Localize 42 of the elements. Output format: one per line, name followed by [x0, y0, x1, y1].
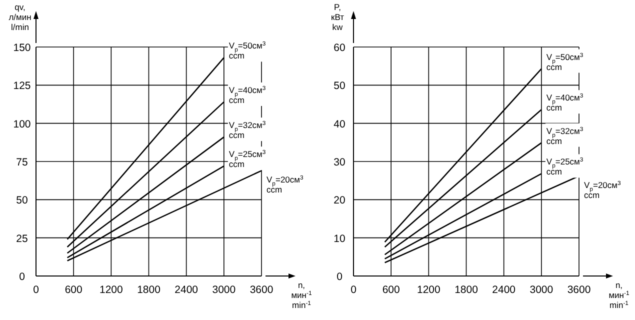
x-tick-label: 0: [350, 284, 357, 296]
y-tick-label: 125: [13, 80, 31, 92]
text: V$_{p}$=25см$^{3}$ ccm: [546, 156, 584, 177]
y-tick-label: 60: [334, 42, 346, 54]
x-tick-label: 2400: [492, 284, 516, 296]
y-tick-label: 25: [16, 232, 28, 245]
y-tick-label: 0: [19, 271, 26, 283]
x-tick-label: 3600: [250, 284, 274, 296]
text: V$_{p}$=25см$^{3}$ ccm: [228, 149, 266, 170]
text: V$_{p}$=50см$^{3}$ ccm: [546, 52, 584, 72]
y-tick-label: 100: [13, 118, 31, 130]
x-tick-label: 1200: [416, 284, 441, 296]
x-tick-label: 600: [382, 284, 400, 296]
y-tick-label: 50: [334, 80, 346, 92]
y-tick-label: 10: [334, 232, 346, 245]
x-tick-label: 0: [33, 284, 40, 296]
y-tick-label: 20: [334, 194, 346, 207]
x-axis-title: n, мин$^{-1}$ min$^{-1}$: [291, 280, 312, 310]
x-tick-label: 3000: [212, 284, 236, 296]
x-tick-label: 1800: [454, 284, 478, 296]
x-tick-label: 3600: [567, 284, 591, 296]
y-axis-title: P, кВт kw: [331, 2, 344, 32]
x-tick-label: 1800: [137, 284, 161, 296]
x-tick-label: 3000: [530, 284, 554, 296]
text: V$_{p}$=20см$^{3}$ ccm: [584, 180, 621, 200]
text: V$_{p}$=32см$^{3}$ ccm: [228, 120, 266, 140]
y-tick-label: 0: [336, 271, 343, 283]
y-tick-label: 40: [334, 118, 346, 130]
y-tick-label: 50: [16, 194, 28, 207]
text: V$_{p}$=40см$^{3}$ ccm: [228, 84, 266, 105]
text: V$_{p}$=20см$^{3}$ ccm: [266, 174, 304, 195]
text: V$_{p}$=32см$^{3}$ ccm: [546, 126, 584, 146]
text: V$_{p}$=50см$^{3}$ ccm: [228, 40, 266, 61]
y-tick-label: 150: [13, 42, 31, 54]
y-tick-label: 30: [334, 156, 346, 168]
x-tick-label: 600: [64, 284, 82, 296]
x-tick-label: 1200: [99, 284, 124, 296]
y-tick-label: 75: [16, 156, 28, 168]
y-axis-title: qv, л/мин l/min: [8, 2, 32, 32]
x-tick-label: 2400: [174, 284, 198, 296]
x-axis-title: n, мин$^{-1}$ min$^{-1}$: [608, 280, 630, 310]
text: V$_{p}$=40см$^{3}$ ccm: [546, 92, 584, 113]
